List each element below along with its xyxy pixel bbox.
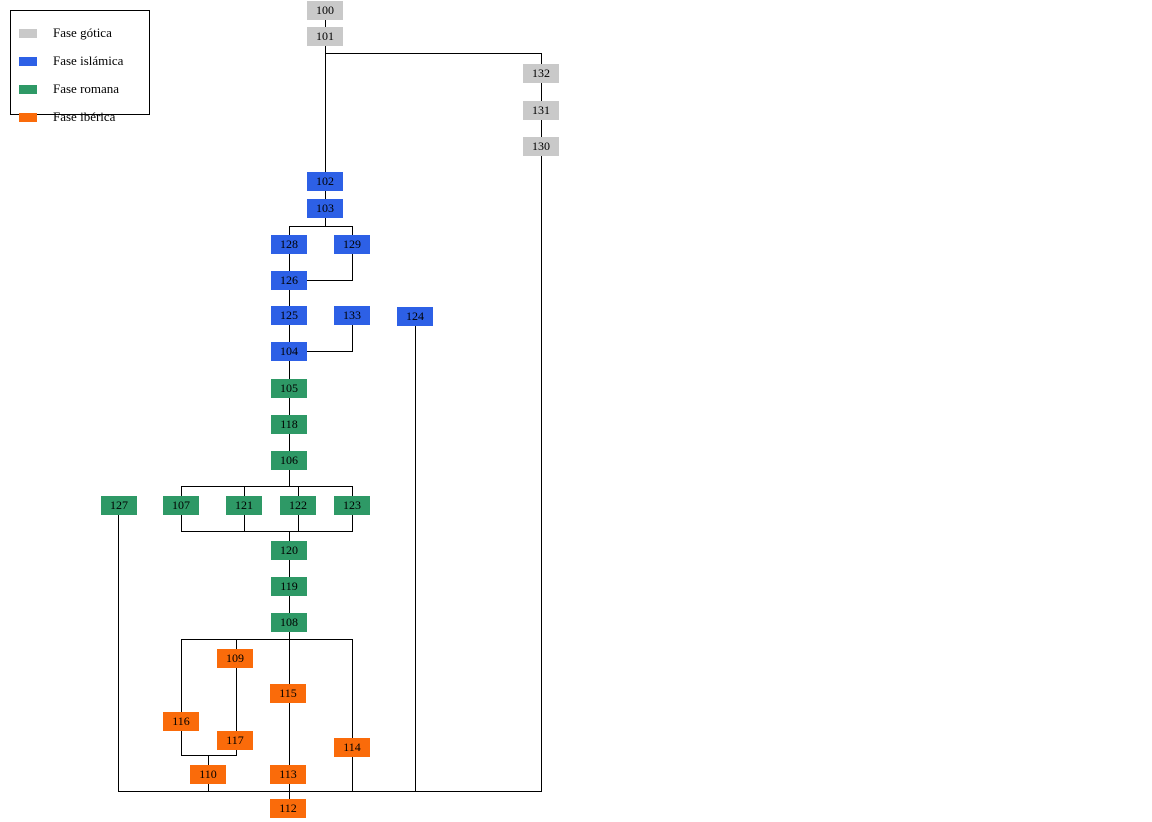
edge-vertical xyxy=(289,596,290,613)
legend-label-romana: Fase romana xyxy=(53,81,120,96)
edge-horizontal xyxy=(181,639,353,640)
edge-vertical xyxy=(289,361,290,379)
edge-vertical xyxy=(244,486,245,496)
edge-vertical xyxy=(325,191,326,199)
legend-swatch-romana-icon xyxy=(19,84,37,94)
edge-vertical xyxy=(236,668,237,731)
node-103: 103 xyxy=(307,199,343,218)
node-112: 112 xyxy=(270,799,306,818)
edge-vertical xyxy=(352,325,353,351)
legend-item-gotica: Fase gótica xyxy=(19,25,112,40)
edge-vertical xyxy=(289,560,290,577)
edge-vertical xyxy=(289,531,290,541)
edge-vertical xyxy=(541,156,542,791)
edge-vertical xyxy=(181,731,182,755)
edge-vertical xyxy=(352,254,353,280)
edge-vertical xyxy=(352,757,353,791)
edge-vertical xyxy=(289,398,290,415)
edge-vertical xyxy=(181,639,182,712)
edge-vertical xyxy=(118,515,119,791)
edge-vertical xyxy=(289,254,290,271)
legend-label-iberica: Fase ibérica xyxy=(53,109,116,124)
node-132: 132 xyxy=(523,64,559,83)
node-104: 104 xyxy=(271,342,307,361)
legend-label-islamica: Fase islámica xyxy=(53,53,124,68)
node-131: 131 xyxy=(523,101,559,120)
node-114: 114 xyxy=(334,738,370,757)
edge-horizontal xyxy=(118,791,542,792)
node-130: 130 xyxy=(523,137,559,156)
edge-vertical xyxy=(352,515,353,531)
node-116: 116 xyxy=(163,712,199,731)
edge-vertical xyxy=(298,515,299,531)
node-123: 123 xyxy=(334,496,370,515)
legend-swatch-iberica-icon xyxy=(19,112,37,122)
node-117: 117 xyxy=(217,731,253,750)
edge-vertical xyxy=(289,434,290,451)
legend-item-islamica: Fase islámica xyxy=(19,53,124,68)
node-126: 126 xyxy=(271,271,307,290)
edge-horizontal xyxy=(181,755,237,756)
edge-vertical xyxy=(325,218,326,226)
edge-vertical xyxy=(298,486,299,496)
edge-vertical xyxy=(352,226,353,235)
edge-horizontal xyxy=(181,486,353,487)
edge-vertical xyxy=(325,46,326,172)
node-108: 108 xyxy=(271,613,307,632)
node-106: 106 xyxy=(271,451,307,470)
node-129: 129 xyxy=(334,235,370,254)
edge-vertical xyxy=(289,703,290,765)
node-107: 107 xyxy=(163,496,199,515)
edge-vertical xyxy=(236,639,237,649)
node-118: 118 xyxy=(271,415,307,434)
node-101: 101 xyxy=(307,27,343,46)
edge-vertical xyxy=(352,486,353,496)
node-128: 128 xyxy=(271,235,307,254)
edge-vertical xyxy=(244,515,245,531)
edge-vertical xyxy=(236,750,237,755)
legend-item-romana: Fase romana xyxy=(19,81,120,96)
edge-vertical xyxy=(181,486,182,496)
node-110: 110 xyxy=(190,765,226,784)
edge-vertical xyxy=(415,326,416,791)
legend-label-gotica: Fase gótica xyxy=(53,25,112,40)
node-125: 125 xyxy=(271,306,307,325)
edge-vertical xyxy=(289,226,290,235)
edge-vertical xyxy=(208,755,209,765)
edge-vertical xyxy=(541,83,542,101)
edge-vertical xyxy=(541,120,542,137)
node-100: 100 xyxy=(307,1,343,20)
edge-vertical xyxy=(289,290,290,306)
node-133: 133 xyxy=(334,306,370,325)
edge-vertical xyxy=(289,632,290,684)
legend-swatch-islamica-icon xyxy=(19,56,37,66)
edge-vertical xyxy=(289,470,290,486)
node-120: 120 xyxy=(271,541,307,560)
edge-horizontal xyxy=(307,351,353,352)
edge-vertical xyxy=(181,515,182,531)
edge-horizontal xyxy=(325,53,542,54)
edge-vertical xyxy=(325,20,326,27)
node-113: 113 xyxy=(270,765,306,784)
edge-horizontal xyxy=(307,280,353,281)
edge-vertical xyxy=(541,53,542,64)
edge-vertical xyxy=(289,325,290,342)
node-109: 109 xyxy=(217,649,253,668)
node-127: 127 xyxy=(101,496,137,515)
node-124: 124 xyxy=(397,307,433,326)
node-121: 121 xyxy=(226,496,262,515)
edge-horizontal xyxy=(181,531,353,532)
legend-swatch-gotica-icon xyxy=(19,28,37,38)
node-119: 119 xyxy=(271,577,307,596)
node-105: 105 xyxy=(271,379,307,398)
node-122: 122 xyxy=(280,496,316,515)
edge-vertical xyxy=(208,784,209,791)
node-102: 102 xyxy=(307,172,343,191)
node-115: 115 xyxy=(270,684,306,703)
legend-item-iberica: Fase ibérica xyxy=(19,109,116,124)
legend: Fase gótica Fase islámica Fase romana Fa… xyxy=(10,10,150,124)
edge-horizontal xyxy=(289,226,353,227)
edge-vertical xyxy=(352,639,353,738)
